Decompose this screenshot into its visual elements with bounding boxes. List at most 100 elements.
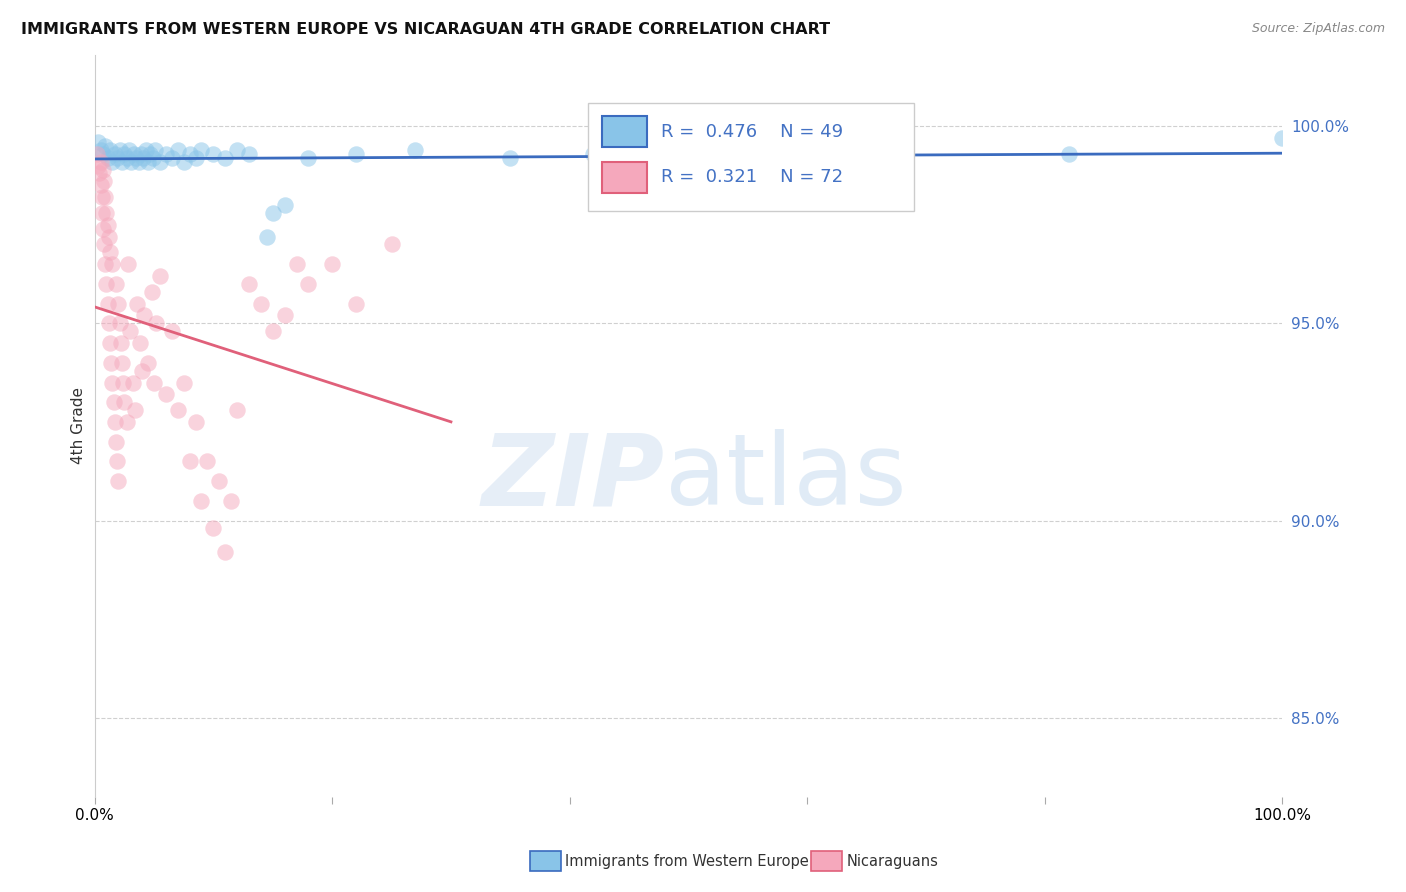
Point (103, 395, 125, 409)
Point (678, 143, 700, 157)
Point (197, 454, 219, 468)
Point (86, 146, 108, 161)
Point (190, 493, 212, 508)
Point (131, 364, 153, 378)
Point (121, 376, 143, 390)
Point (90, 190, 112, 204)
Point (173, 376, 195, 390)
Point (101, 376, 124, 390)
Point (98, 245, 121, 260)
Text: Immigrants from Western Europe: Immigrants from Western Europe (565, 855, 808, 869)
Point (91, 162, 114, 177)
Point (499, 151, 522, 165)
Point (89, 143, 111, 157)
Point (136, 356, 159, 370)
Point (122, 146, 145, 161)
Point (100, 356, 122, 370)
Point (173, 154, 195, 169)
Text: R =  0.476    N = 49: R = 0.476 N = 49 (661, 122, 844, 141)
Y-axis label: 4th Grade: 4th Grade (72, 387, 86, 465)
Point (214, 545, 236, 559)
Point (166, 403, 188, 417)
Point (107, 474, 129, 488)
Point (127, 296, 149, 310)
Point (117, 257, 139, 271)
Point (142, 151, 165, 165)
Point (273, 198, 295, 212)
Text: atlas: atlas (665, 429, 907, 526)
Point (344, 146, 367, 161)
Point (226, 143, 249, 157)
Text: Nicaraguans: Nicaraguans (846, 855, 938, 869)
Point (1057, 146, 1080, 161)
Point (321, 257, 343, 271)
Point (104, 434, 127, 449)
Point (97, 229, 120, 244)
Point (91, 146, 114, 161)
Point (202, 146, 225, 161)
Point (135, 143, 157, 157)
Point (143, 376, 166, 390)
Point (111, 356, 134, 370)
Point (238, 277, 260, 291)
Point (273, 309, 295, 323)
Point (1271, 131, 1294, 145)
Point (89, 166, 111, 180)
Point (98, 336, 121, 351)
Point (115, 151, 138, 165)
FancyBboxPatch shape (588, 103, 914, 211)
Point (179, 146, 201, 161)
Text: Source: ZipAtlas.com: Source: ZipAtlas.com (1251, 22, 1385, 36)
Point (120, 154, 142, 169)
Point (184, 151, 207, 165)
Point (256, 229, 278, 244)
Point (238, 146, 260, 161)
Text: ZIP: ZIP (482, 429, 665, 526)
Point (404, 143, 426, 157)
Point (297, 277, 319, 291)
Point (111, 154, 134, 169)
Point (132, 151, 155, 165)
Point (91, 221, 114, 235)
Point (190, 143, 212, 157)
Text: R =  0.321    N = 72: R = 0.321 N = 72 (661, 169, 844, 186)
Point (87, 159, 110, 173)
Point (105, 151, 128, 165)
Point (155, 387, 177, 401)
Point (250, 296, 273, 310)
Point (262, 324, 284, 338)
Point (297, 151, 319, 165)
Point (94, 257, 117, 271)
Point (89, 154, 111, 169)
Point (112, 146, 135, 161)
Point (97, 317, 120, 331)
Point (139, 146, 162, 161)
Point (104, 277, 127, 291)
Point (179, 454, 201, 468)
Point (101, 257, 124, 271)
Point (160, 151, 183, 165)
Point (93, 174, 115, 188)
Point (160, 324, 183, 338)
Point (141, 285, 163, 299)
Point (124, 403, 146, 417)
Point (97, 151, 120, 165)
Point (90, 206, 112, 220)
Point (208, 474, 231, 488)
Point (226, 403, 249, 417)
Point (105, 454, 128, 468)
Point (134, 309, 156, 323)
Point (380, 237, 402, 252)
Point (128, 336, 150, 351)
Point (143, 143, 166, 157)
Point (262, 206, 284, 220)
Point (89, 178, 111, 193)
Point (202, 521, 225, 535)
Point (93, 237, 115, 252)
Point (97, 218, 120, 232)
Point (108, 143, 131, 157)
Point (94, 190, 117, 204)
Point (96, 277, 118, 291)
Point (219, 493, 242, 508)
Point (108, 317, 131, 331)
